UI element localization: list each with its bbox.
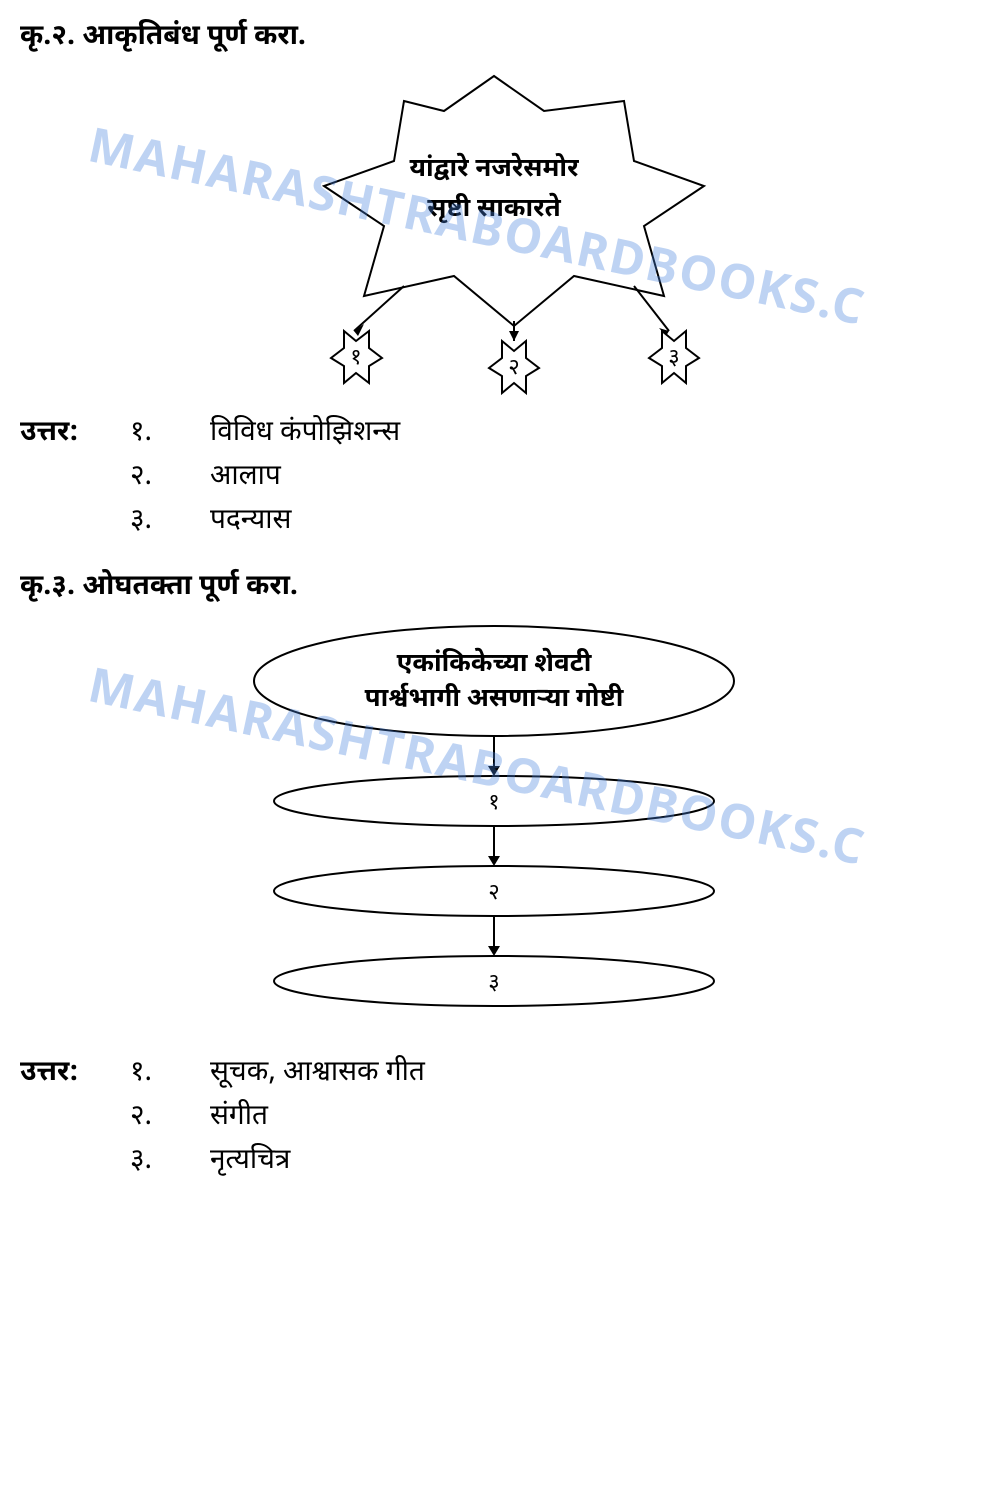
answer-text: पदन्यास (210, 504, 967, 540)
q3-heading: कृ.३. ओघतक्ता पूर्ण करा. (20, 570, 967, 606)
child-label-3: ३ (668, 344, 679, 373)
answer-text: संगीत (210, 1100, 967, 1136)
answer-num: २. (130, 1100, 210, 1136)
answer-num: १. (130, 1056, 210, 1092)
answer-num: ३. (130, 1144, 210, 1180)
answer-label: उत्तर: (20, 1056, 130, 1092)
answer-text: विविध कंपोझिशन्स (210, 416, 967, 452)
flow-arrowhead-3 (488, 946, 500, 956)
center-text-2: सृष्टी साकारते (427, 193, 561, 227)
answer-text: नृत्यचित्र (210, 1144, 967, 1180)
row-label-3: ३ (488, 969, 499, 998)
answer-num: ३. (130, 504, 210, 540)
arrowhead-2 (509, 331, 519, 341)
top-text-2: पार्श्वभागी असणाऱ्या गोष्टी (364, 682, 624, 717)
q3-answers: उत्तर: १. सूचक, आश्वासक गीत २. संगीत ३. … (20, 1056, 967, 1180)
answer-text: सूचक, आश्वासक गीत (210, 1056, 967, 1092)
q3-diagram: एकांकिकेच्या शेवटी पार्श्वभागी असणाऱ्या … (20, 616, 967, 1036)
child-label-2: २ (508, 354, 519, 383)
answer-num: २. (130, 460, 210, 496)
row-label-2: २ (488, 879, 499, 908)
answer-text: आलाप (210, 460, 967, 496)
q2-heading: कृ.२. आकृतिबंध पूर्ण करा. (20, 20, 967, 56)
answer-label: उत्तर: (20, 416, 130, 452)
center-text-1: यांद्वारे नजरेसमोर (409, 153, 579, 187)
q2-diagram: यांद्वारे नजरेसमोर सृष्टी साकारते १ २ ३ (20, 66, 967, 396)
row-label-1: १ (488, 789, 499, 818)
top-text-1: एकांकिकेच्या शेवटी (396, 648, 592, 682)
flow-arrowhead-1 (488, 766, 500, 776)
flow-arrowhead-2 (488, 856, 500, 866)
child-label-1: १ (350, 344, 361, 373)
answer-num: १. (130, 416, 210, 452)
q2-answers: उत्तर: १. विविध कंपोझिशन्स २. आलाप ३. पद… (20, 416, 967, 540)
